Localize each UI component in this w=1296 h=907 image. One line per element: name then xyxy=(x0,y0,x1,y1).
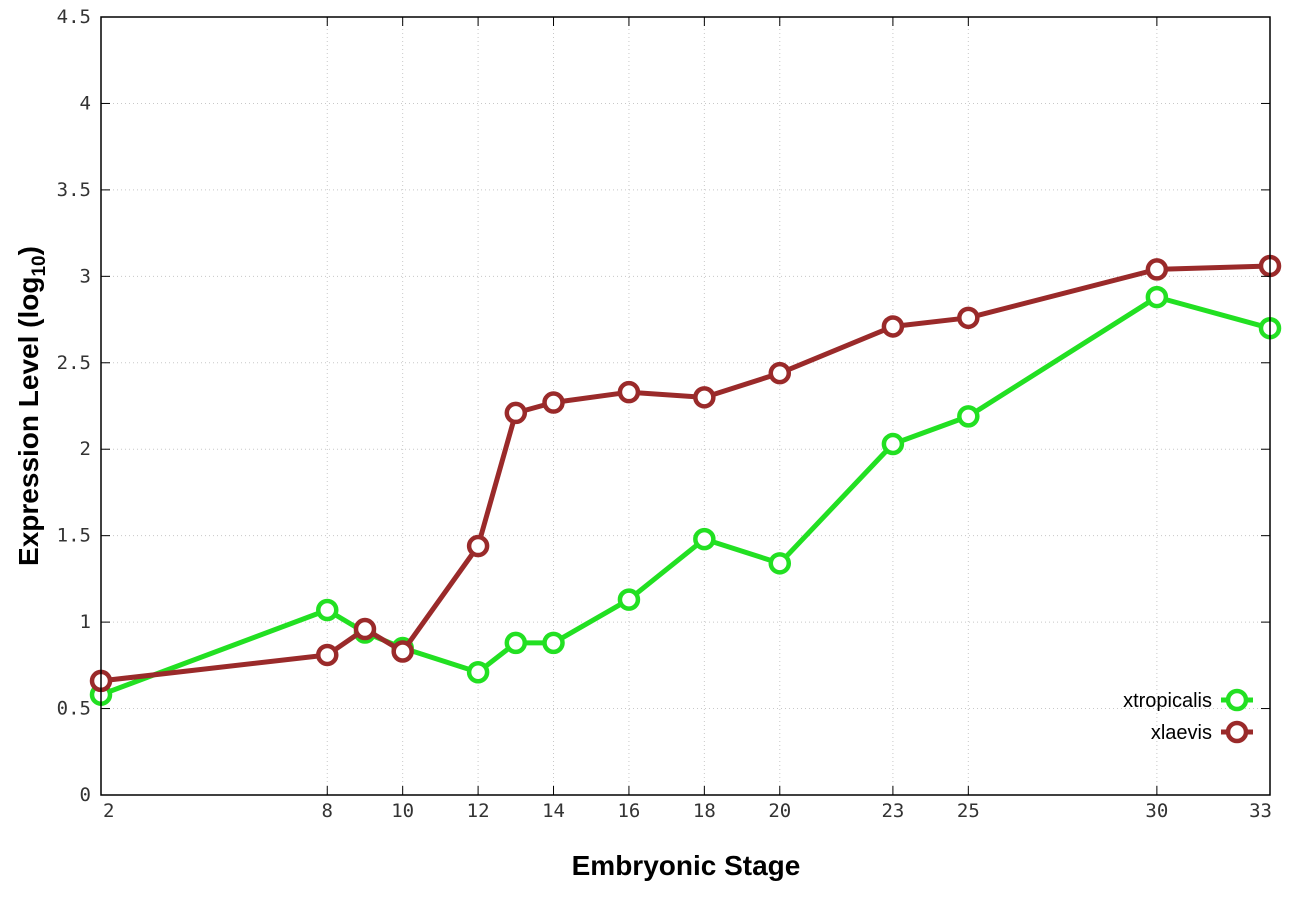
x-tick-label: 30 xyxy=(1145,800,1168,822)
data-point-xlaevis xyxy=(881,315,905,338)
data-point-xlaevis xyxy=(768,361,792,385)
data-point-xtropicalis xyxy=(466,660,490,684)
x-axis-title: Embryonic Stage xyxy=(572,850,801,881)
x-tick-label: 18 xyxy=(693,800,716,822)
data-point-xlaevis xyxy=(316,643,339,667)
y-axis-title-main: Expression Level (log xyxy=(13,277,44,566)
plot-frame xyxy=(100,16,1271,796)
data-point-xtropicalis xyxy=(504,631,528,655)
y-tick-label: 2 xyxy=(80,438,91,460)
data-point-xlaevis xyxy=(391,640,414,663)
x-tick-label: 20 xyxy=(768,800,791,822)
data-point-xtropicalis xyxy=(768,552,792,575)
data-point-xtropicalis xyxy=(1145,285,1169,309)
x-tick-label: 14 xyxy=(542,800,565,822)
legend: xtropicalis xlaevis xyxy=(1123,688,1253,744)
legend-marker-xlaevis xyxy=(1225,720,1249,744)
ticks xyxy=(100,16,1271,796)
y-axis-title: Expression Level (log10) xyxy=(13,246,50,566)
data-point-xlaevis xyxy=(617,380,641,404)
data-point-xlaevis xyxy=(693,386,716,409)
y-tick-label: 0 xyxy=(80,784,91,806)
x-tick-label: 8 xyxy=(322,800,333,822)
data-point-xlaevis xyxy=(542,391,565,414)
legend-label-xlaevis: xlaevis xyxy=(1151,722,1212,744)
y-axis-title-subscript: 10 xyxy=(29,255,50,276)
y-tick-label: 3.5 xyxy=(57,179,91,201)
data-point-xlaevis xyxy=(1145,258,1169,281)
x-tick-label: 33 xyxy=(1249,800,1272,822)
y-tick-label: 0.5 xyxy=(57,698,91,720)
x-tick-label: 23 xyxy=(881,800,904,822)
legend-label-xtropicalis: xtropicalis xyxy=(1123,690,1212,712)
x-tick-label: 25 xyxy=(957,800,980,822)
x-tick-label: 2 xyxy=(103,800,114,822)
data-point-xtropicalis xyxy=(881,432,905,456)
tick-labels: 0 0.5 1 1.5 2 2.5 3 3.5 4 4.5 2 8 10 12 14 16 18 20 23 25 30… xyxy=(57,6,1272,822)
y-tick-label: 4 xyxy=(80,92,91,114)
legend-marker-xtropicalis xyxy=(1225,688,1249,712)
x-tick-label: 12 xyxy=(467,800,490,822)
x-tick-label: 16 xyxy=(617,800,640,822)
data-point-xtropicalis xyxy=(542,631,565,655)
data-point-xtropicalis xyxy=(617,588,641,611)
data-point-xtropicalis xyxy=(693,527,716,551)
data-point-xtropicalis xyxy=(957,405,980,428)
y-tick-label: 2.5 xyxy=(57,352,91,374)
x-tick-label: 10 xyxy=(391,800,414,822)
y-axis-title-end: ) xyxy=(13,246,44,255)
y-tick-label: 3 xyxy=(80,265,91,287)
y-tick-label: 1 xyxy=(80,611,91,633)
data-point-xlaevis xyxy=(957,306,980,330)
data-point-xtropicalis xyxy=(316,598,339,622)
series-layer xyxy=(89,254,1282,706)
y-tick-label: 1.5 xyxy=(57,525,91,547)
data-point-xlaevis xyxy=(504,401,528,425)
y-tick-label: 4.5 xyxy=(57,6,91,28)
data-point-xlaevis xyxy=(353,617,377,641)
data-point-xlaevis xyxy=(466,534,490,558)
